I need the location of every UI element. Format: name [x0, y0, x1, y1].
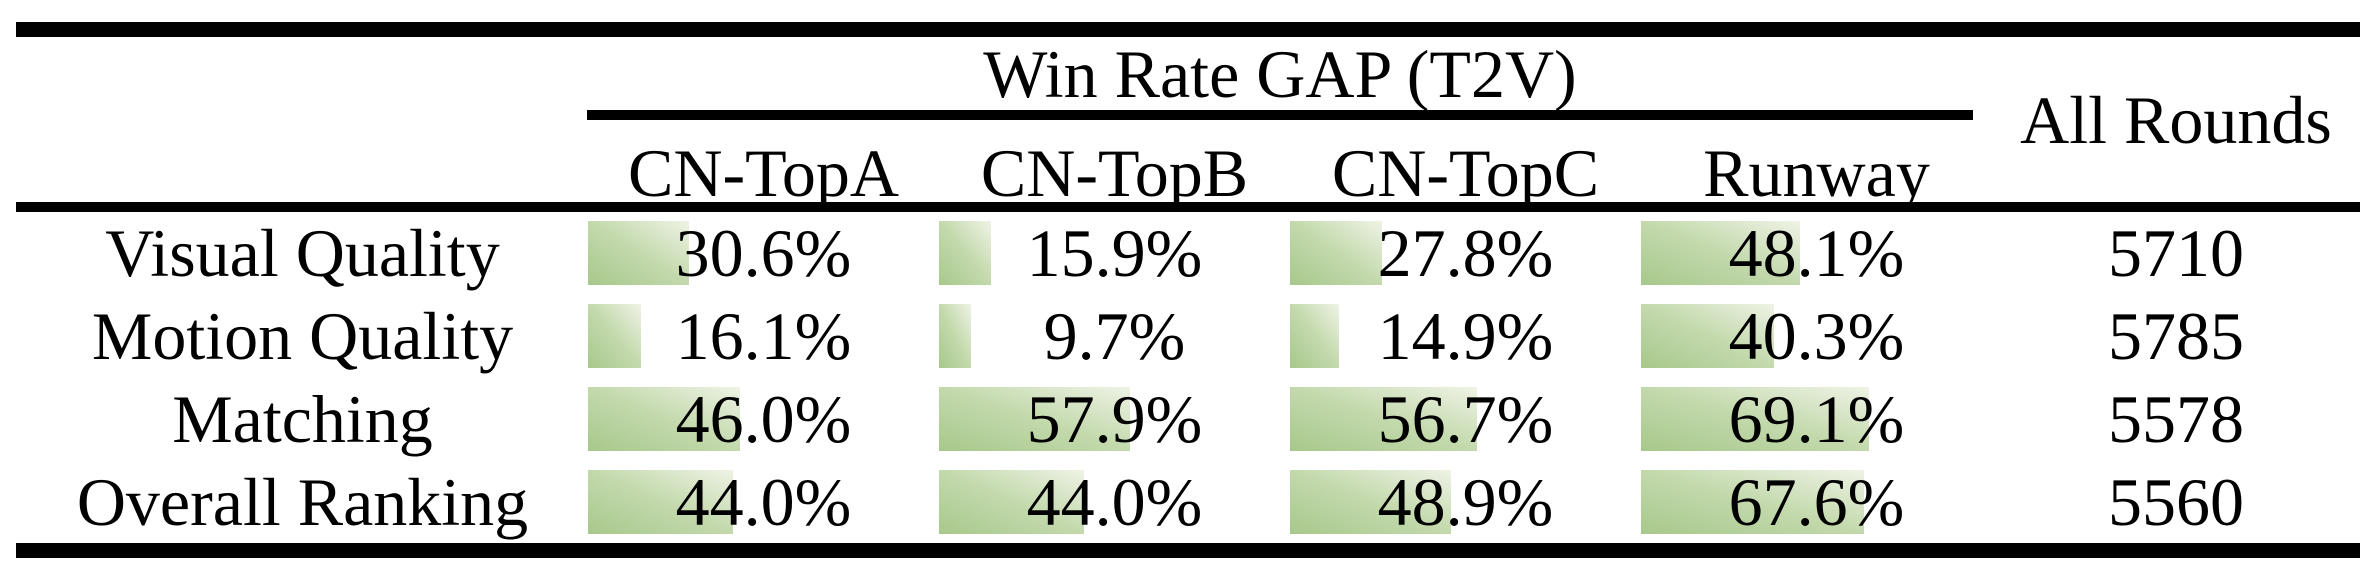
win-rate-bar: [939, 470, 1084, 534]
win-rate-bar: [588, 304, 641, 368]
header-separator-rule: [16, 202, 2360, 212]
win-rate-value: 16.1%: [675, 298, 852, 374]
group-header-rule: [587, 110, 1973, 120]
table-bottom-rule: [16, 543, 2360, 558]
win-rate-value: 40.3%: [1728, 298, 1905, 374]
table-top-rule: [16, 22, 2360, 37]
column-header-cn-topa: CN-TopA: [627, 135, 899, 211]
win-rate-bar: [1641, 221, 1800, 285]
table-cell: 48.9%: [1290, 461, 1641, 543]
win-rate-bar: [1641, 304, 1774, 368]
win-rate-bar: [939, 304, 971, 368]
win-rate-value: 48.9%: [1377, 464, 1554, 540]
table-cell: 69.1%: [1641, 378, 1992, 460]
table-cell: 44.0%: [588, 461, 939, 543]
table-cell: 16.1%: [588, 295, 939, 377]
table-cell: 30.6%: [588, 212, 939, 294]
table-cell: 48.1%: [1641, 212, 1992, 294]
all-rounds-value: 5710: [2108, 215, 2244, 291]
row-label-overall-ranking: Overall Ranking: [76, 464, 529, 540]
all-rounds-value: 5560: [2108, 464, 2244, 540]
table-cell: 46.0%: [588, 378, 939, 460]
table-cell: 15.9%: [939, 212, 1290, 294]
win-rate-value: 46.0%: [675, 381, 852, 457]
win-rate-value: 9.7%: [1043, 298, 1186, 374]
win-rate-bar: [939, 387, 1130, 451]
win-rate-value: 56.7%: [1377, 381, 1554, 457]
win-rate-value: 27.8%: [1377, 215, 1554, 291]
win-rate-value: 44.0%: [675, 464, 852, 540]
all-rounds-value: 5578: [2108, 381, 2244, 457]
row-label-visual-quality: Visual Quality: [105, 215, 500, 291]
table-cell: 9.7%: [939, 295, 1290, 377]
table-cell: 57.9%: [939, 378, 1290, 460]
table-cell: 44.0%: [939, 461, 1290, 543]
win-rate-value: 14.9%: [1377, 298, 1554, 374]
table-cell: 40.3%: [1641, 295, 1992, 377]
win-rate-value: 30.6%: [675, 215, 852, 291]
win-rate-bar: [1290, 387, 1477, 451]
table-cell: 56.7%: [1290, 378, 1641, 460]
win-rate-bar: [1290, 470, 1451, 534]
table-cell: 67.6%: [1641, 461, 1992, 543]
win-rate-value: 69.1%: [1728, 381, 1905, 457]
column-header-runway: Runway: [1703, 135, 1930, 211]
row-label-motion-quality: Motion Quality: [91, 298, 514, 374]
column-header-cn-topc: CN-TopC: [1331, 135, 1600, 211]
group-header-win-rate-gap: Win Rate GAP (T2V): [983, 35, 1577, 112]
win-rate-bar: [1641, 387, 1869, 451]
win-rate-bar: [588, 470, 733, 534]
table-cell: 14.9%: [1290, 295, 1641, 377]
win-rate-value: 48.1%: [1728, 215, 1905, 291]
win-rate-bar: [1641, 470, 1864, 534]
column-header-cn-topb: CN-TopB: [980, 135, 1249, 211]
win-rate-bar: [939, 221, 991, 285]
win-rate-value: 44.0%: [1026, 464, 1203, 540]
win-rate-bar: [588, 221, 689, 285]
win-rate-bar: [1290, 304, 1339, 368]
row-label-matching: Matching: [172, 381, 433, 457]
all-rounds-value: 5785: [2108, 298, 2244, 374]
win-rate-bar: [1290, 221, 1382, 285]
win-rate-value: 67.6%: [1728, 464, 1905, 540]
table-cell: 27.8%: [1290, 212, 1641, 294]
column-header-all-rounds: All Rounds: [2020, 81, 2332, 158]
win-rate-bar: [588, 387, 740, 451]
win-rate-value: 57.9%: [1026, 381, 1203, 457]
win-rate-value: 15.9%: [1026, 215, 1203, 291]
